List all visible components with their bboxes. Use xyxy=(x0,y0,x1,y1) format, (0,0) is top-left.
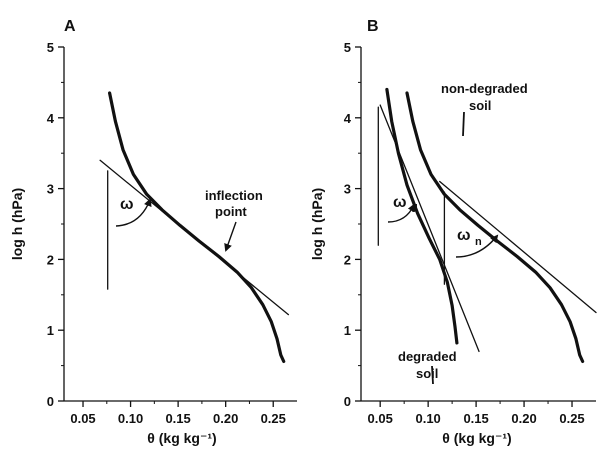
panel-b-x-tick-label-0.15: 0.15 xyxy=(463,411,488,426)
panel-a-y-tick-label-5: 5 xyxy=(47,40,54,55)
panel-a-x-tick-label-0.20: 0.20 xyxy=(213,411,238,426)
panel-b-y-tick-label-2: 2 xyxy=(344,252,351,267)
panel-a: A ω inflection point 0 1 2 3 4 5 0.05 0.10 0.15 0… xyxy=(9,18,297,446)
panel-a-inflection-arrow xyxy=(224,221,237,252)
panel-a-y-tick-label-3: 3 xyxy=(47,182,54,197)
panel-b-x-tick-label-0.20: 0.20 xyxy=(511,411,536,426)
panel-a-y-tick-label-2: 2 xyxy=(47,252,54,267)
panel-b-degraded-pointer xyxy=(431,365,434,385)
panel-b-label: B xyxy=(367,18,379,35)
panel-b-y-tick-label-4: 4 xyxy=(344,111,352,126)
panel-b-x-axis-title: θ (kg kg⁻¹) xyxy=(442,430,511,446)
panel-b-omega-d-arc xyxy=(387,203,416,223)
panel-a-x-tick-label-0.25: 0.25 xyxy=(261,411,286,426)
panel-a-y-tick-label-1: 1 xyxy=(47,323,54,338)
panel-b-degraded-label-line1: degraded xyxy=(398,349,457,364)
panel-a-retention-curve xyxy=(108,91,286,363)
panel-a-omega-label: ω xyxy=(120,196,134,213)
panel-b-omega-d-symbol: ω xyxy=(393,194,407,211)
panel-b-non-degraded-label-line2: soil xyxy=(469,98,491,113)
panel-a-inflection-label-line1: inflection xyxy=(205,188,263,203)
panel-b-non-degraded-pointer xyxy=(462,111,465,137)
panel-b-y-axis-title: log h (hPa) xyxy=(309,188,325,260)
panel-b-omega-n-subscript: n xyxy=(475,236,482,248)
panel-b-x-tick-label-0.10: 0.10 xyxy=(415,411,440,426)
panel-a-x-tick-label-0.15: 0.15 xyxy=(165,411,190,426)
panel-b-y-tick-label-1: 1 xyxy=(344,323,351,338)
panel-a-tangent-line xyxy=(99,159,290,316)
panel-b-omega-n-symbol: ω xyxy=(457,227,471,244)
panel-b-y-tick-label-3: 3 xyxy=(344,182,351,197)
panel-b-x-tick-label-0.25: 0.25 xyxy=(559,411,584,426)
panel-a-x-tick-label-0.10: 0.10 xyxy=(118,411,143,426)
panel-b-omega-n-arc xyxy=(455,234,499,258)
panel-a-y-axis-title: log h (hPa) xyxy=(9,188,25,260)
panel-b-tangent-degraded xyxy=(379,104,480,353)
panel-b-non-degraded-curve xyxy=(405,91,585,363)
panel-a-x-axis-title: θ (kg kg⁻¹) xyxy=(147,430,216,446)
panel-b-tangent-non-degraded xyxy=(439,180,597,314)
panel-b-x-tick-label-0.05: 0.05 xyxy=(368,411,393,426)
panel-b-degraded-curve xyxy=(385,87,459,345)
panel-a-inflection-label-line2: point xyxy=(215,204,247,219)
panel-a-x-tick-label-0.05: 0.05 xyxy=(70,411,95,426)
panel-b: B non-degraded soil degraded soil ω d ω … xyxy=(309,18,597,446)
panel-a-y-tick-label-0: 0 xyxy=(47,394,54,409)
panel-b-non-degraded-label-line1: non-degraded xyxy=(441,81,528,96)
panel-a-label: A xyxy=(64,18,76,35)
panel-b-omega-n-label: ω n xyxy=(457,227,482,248)
panel-b-degraded-label-line2: soil xyxy=(416,366,438,381)
panel-a-y-tick-label-4: 4 xyxy=(47,111,55,126)
panel-a-omega-arc xyxy=(115,198,152,227)
panel-b-y-tick-label-0: 0 xyxy=(344,394,351,409)
panel-b-y-tick-label-5: 5 xyxy=(344,40,351,55)
